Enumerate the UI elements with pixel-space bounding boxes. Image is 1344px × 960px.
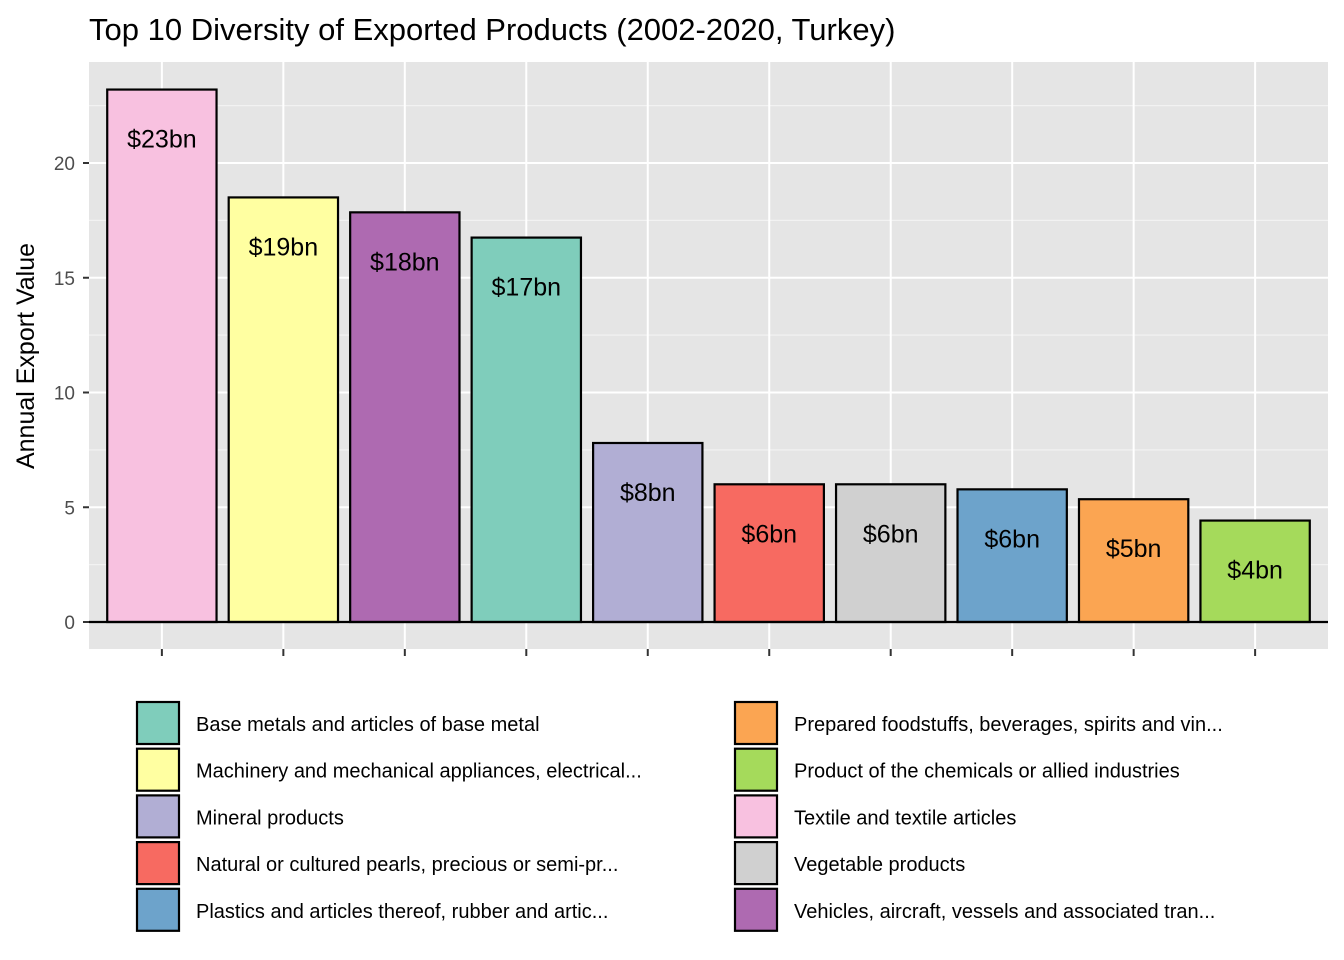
y-tick-label: 0 <box>64 613 75 634</box>
bar <box>349 211 461 624</box>
legend-label: Vehicles, aircraft, vessels and associat… <box>794 901 1215 923</box>
legend-swatch <box>733 700 779 746</box>
legend-label: Prepared foodstuffs, beverages, spirits … <box>794 714 1223 736</box>
legend-swatch <box>135 794 181 839</box>
legend-label: Mineral products <box>196 807 344 829</box>
y-tick-label: 10 <box>54 384 75 405</box>
bar-value-label: $6bn <box>863 520 919 548</box>
bar-value-label: $19bn <box>249 233 319 261</box>
legend-label: Vegetable products <box>794 854 965 876</box>
legend-label: Plastics and articles thereof, rubber an… <box>196 901 608 923</box>
bar <box>713 483 825 624</box>
bar-value-label: $6bn <box>741 520 797 548</box>
bar <box>1199 519 1311 624</box>
bar <box>1077 498 1190 624</box>
bar-value-label: $18bn <box>370 248 440 276</box>
bar <box>470 236 583 624</box>
bar <box>834 483 947 624</box>
y-tick-label: 5 <box>64 498 75 519</box>
bar <box>106 88 218 624</box>
legend: Base metals and articles of base metal Ma… <box>135 700 1223 932</box>
bar-value-label: $5bn <box>1106 535 1162 563</box>
legend-swatch <box>135 840 181 886</box>
bars <box>106 88 1311 624</box>
bar <box>227 196 340 624</box>
chart-title: Top 10 Diversity of Exported Products (2… <box>89 12 895 47</box>
legend-swatch <box>733 747 779 792</box>
legend-swatch <box>135 887 181 932</box>
bar-labels: $23bn $19bn $18bn $17bn $8bn $6bn $6bn $6bn $5bn… <box>127 126 1283 585</box>
axes: 0 5 10 15 20 <box>54 154 1328 656</box>
legend-label: Machinery and mechanical appliances, ele… <box>196 761 642 783</box>
legend-label: Base metals and articles of base metal <box>196 714 540 736</box>
legend-swatch <box>135 700 181 746</box>
legend-label: Textile and textile articles <box>794 807 1016 829</box>
y-axis-title: Annual Export Value <box>12 243 40 469</box>
bar-value-label: $17bn <box>492 274 562 302</box>
bar-value-label: $8bn <box>620 479 676 507</box>
legend-swatch <box>733 840 779 886</box>
legend-label: Product of the chemicals or allied indus… <box>794 761 1180 783</box>
y-tick-label: 20 <box>54 154 75 175</box>
legend-label: Natural or cultured pearls, precious or … <box>196 854 618 876</box>
legend-swatch <box>733 887 779 932</box>
bar-value-label: $4bn <box>1227 557 1283 585</box>
y-tick-label: 15 <box>54 269 75 290</box>
legend-swatch <box>733 794 779 839</box>
bar-value-label: $23bn <box>127 126 197 154</box>
bar <box>956 488 1068 624</box>
bar-value-label: $6bn <box>984 525 1040 553</box>
bar <box>592 441 704 624</box>
legend-swatch <box>135 747 181 792</box>
